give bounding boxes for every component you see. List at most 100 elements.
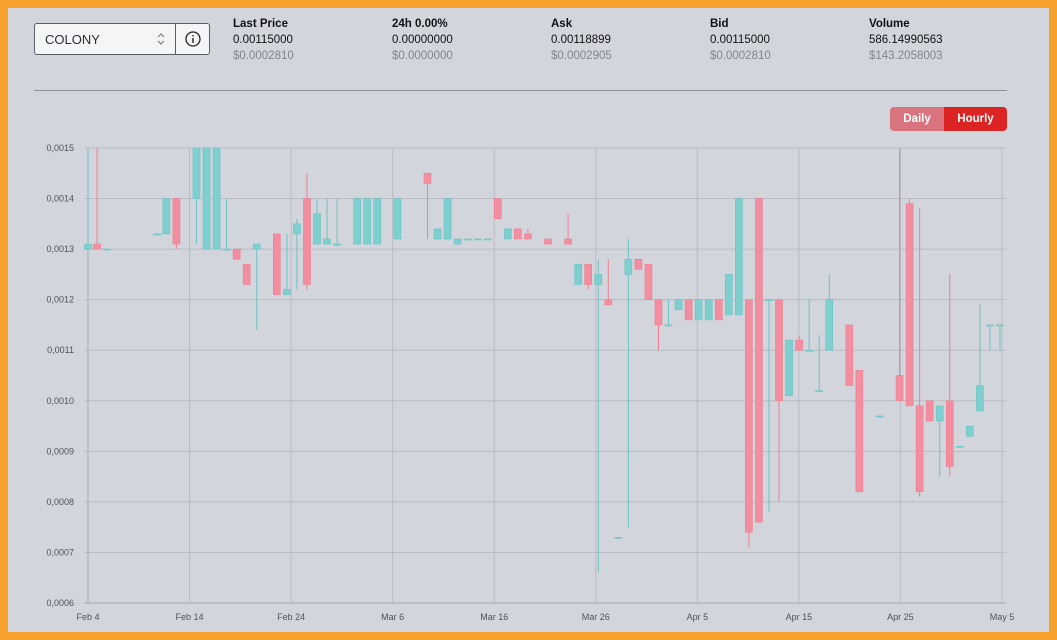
candle-body bbox=[935, 405, 944, 422]
candle-body bbox=[153, 233, 162, 236]
candle-body bbox=[815, 390, 824, 392]
candle-body bbox=[323, 238, 331, 245]
candle bbox=[564, 213, 572, 245]
candle bbox=[604, 259, 613, 306]
candle bbox=[453, 238, 462, 245]
y-tick-label: 0,0010 bbox=[46, 396, 74, 406]
app-panel bbox=[8, 8, 1049, 632]
x-tick-label: Feb 24 bbox=[277, 612, 305, 622]
candle-body bbox=[925, 400, 934, 422]
candle bbox=[895, 148, 904, 402]
stat-label: Volume bbox=[869, 18, 910, 30]
stat-bid: Bid 0.00115000 $0.0002810 bbox=[710, 16, 771, 64]
candle-body bbox=[986, 324, 994, 327]
candle-body bbox=[714, 299, 723, 321]
candle bbox=[704, 299, 713, 321]
candle bbox=[996, 324, 1004, 351]
candle bbox=[735, 198, 743, 316]
candle-body bbox=[654, 299, 663, 326]
candle bbox=[624, 239, 633, 528]
candle-body bbox=[172, 198, 181, 245]
x-tick-label: Apr 15 bbox=[786, 612, 813, 622]
candle bbox=[875, 415, 884, 418]
candle-body bbox=[93, 243, 101, 250]
candle-body bbox=[604, 299, 613, 306]
candle-body bbox=[624, 258, 633, 275]
stat-ask: Ask 0.00118899 $0.0002905 bbox=[551, 16, 612, 64]
candle bbox=[594, 259, 603, 573]
market-select[interactable]: COLONY bbox=[35, 24, 175, 54]
candle-body bbox=[594, 274, 603, 285]
candle-body bbox=[915, 405, 924, 493]
candle-body bbox=[84, 243, 92, 250]
stat-value: 0.00118899 bbox=[551, 34, 611, 46]
stat-usd: $143.2058003 bbox=[869, 50, 943, 62]
interval-toggle[interactable]: Daily Hourly bbox=[890, 107, 1007, 131]
candle bbox=[323, 198, 331, 245]
candle-body bbox=[785, 339, 793, 397]
info-button[interactable] bbox=[175, 24, 209, 54]
candle bbox=[634, 258, 643, 270]
candle-body bbox=[524, 233, 532, 240]
x-axis: Feb 4 Feb 14 Feb 24 Mar 6 Mar 16 Mar 26 Apr 5 A… bbox=[76, 612, 1014, 622]
candle bbox=[755, 198, 763, 523]
candle bbox=[905, 198, 914, 407]
candle-body bbox=[674, 299, 683, 311]
candle bbox=[192, 147, 201, 245]
x-tick-label: Mar 16 bbox=[480, 612, 508, 622]
candle-body bbox=[353, 198, 361, 245]
market-selector[interactable]: COLONY bbox=[34, 23, 210, 55]
candle-body bbox=[273, 233, 281, 295]
candle-body bbox=[483, 238, 492, 241]
info-icon bbox=[184, 31, 201, 47]
candle bbox=[162, 198, 171, 235]
candle bbox=[363, 198, 372, 245]
x-tick-label: May 5 bbox=[990, 612, 1015, 622]
stat-volume: Volume 586.14990563 $143.2058003 bbox=[869, 16, 943, 64]
candle bbox=[153, 233, 162, 236]
candle-body bbox=[855, 370, 864, 493]
stat-last-price: Last Price 0.00115000 $0.0002810 bbox=[233, 16, 294, 64]
candle bbox=[976, 304, 984, 412]
chart-grid bbox=[84, 147, 1006, 604]
candle bbox=[252, 243, 261, 330]
candle-body bbox=[453, 238, 462, 245]
candle bbox=[443, 198, 452, 240]
candle bbox=[795, 335, 803, 351]
candle-body bbox=[443, 198, 452, 240]
candle bbox=[313, 198, 321, 245]
candle-body bbox=[103, 248, 111, 251]
candle-body bbox=[765, 299, 773, 301]
candle bbox=[423, 172, 432, 239]
candle-body bbox=[393, 198, 402, 240]
stat-usd: $0.0002810 bbox=[710, 50, 771, 62]
candle bbox=[202, 147, 211, 250]
candle-body bbox=[825, 299, 834, 351]
candle bbox=[303, 173, 311, 290]
candle bbox=[845, 324, 854, 386]
candle-body bbox=[875, 415, 884, 418]
x-tick-label: Apr 25 bbox=[887, 612, 914, 622]
candles bbox=[84, 147, 1004, 573]
market-select-value: COLONY bbox=[45, 31, 100, 47]
candle-body bbox=[694, 299, 703, 321]
hourly-button[interactable]: Hourly bbox=[944, 107, 1007, 131]
candle bbox=[765, 299, 773, 512]
candle bbox=[684, 299, 693, 321]
candle bbox=[584, 263, 592, 290]
candle bbox=[504, 228, 512, 240]
x-tick-label: Apr 5 bbox=[687, 612, 709, 622]
stat-value: 586.14990563 bbox=[869, 34, 943, 46]
candle bbox=[93, 148, 101, 250]
candle-body bbox=[463, 238, 472, 241]
y-tick-label: 0,0015 bbox=[46, 143, 74, 153]
daily-button[interactable]: Daily bbox=[890, 107, 944, 131]
candle bbox=[574, 263, 582, 285]
candle-body bbox=[684, 299, 693, 321]
candle-body bbox=[252, 243, 261, 250]
candle-body bbox=[564, 238, 572, 245]
candle-body bbox=[996, 324, 1004, 327]
candle bbox=[242, 263, 251, 285]
candle-body bbox=[584, 263, 592, 285]
stat-24h: 24h 0.00% 0.00000000 $0.0000000 bbox=[392, 16, 453, 64]
